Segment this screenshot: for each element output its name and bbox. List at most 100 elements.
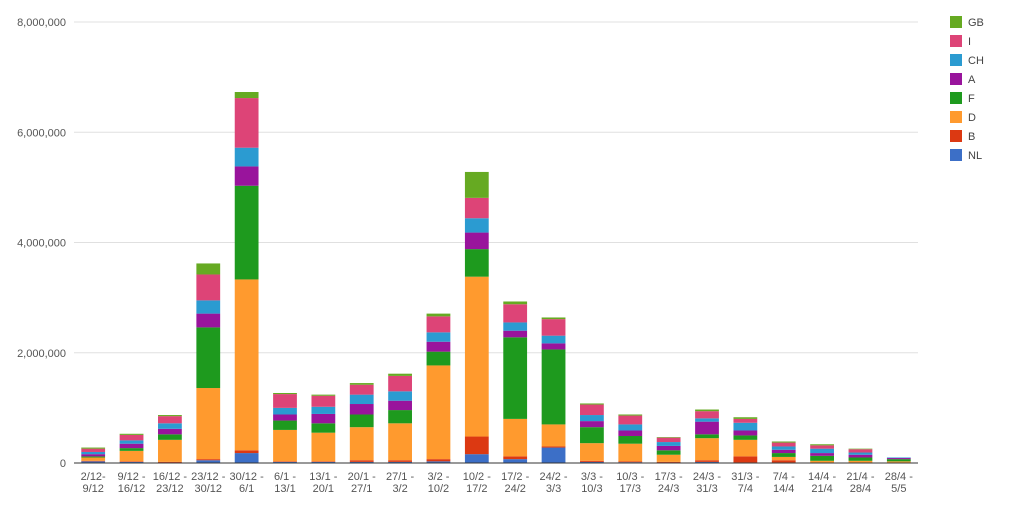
bar-segment-gb (158, 415, 182, 417)
bar-segment-gb (656, 437, 681, 438)
bar-segment-i (273, 394, 297, 408)
bar-segment-nl (119, 461, 144, 463)
x-tick-label: 28/4 -5/5 (885, 471, 913, 495)
bar-segment-a (541, 343, 566, 350)
bar-segment-gb (81, 447, 106, 449)
bar-segment-a (771, 449, 796, 454)
x-tick-label: 9/12 -16/12 (117, 471, 145, 495)
bar-segment-ch (503, 322, 528, 331)
legend-swatch-i (950, 35, 962, 47)
bar-segment-i (618, 415, 643, 425)
bar-segment-ch (733, 422, 758, 431)
legend-swatch-b (950, 130, 962, 142)
bar-segment-i (503, 304, 528, 323)
axes: 0 2,000,000 4,000,000 6,000,000 8,000,000 2/1… (17, 17, 918, 495)
x-tick-label: 7/4 -14/4 (773, 471, 795, 495)
bar-segment-d (771, 456, 796, 461)
bar-segment-nl (196, 460, 221, 463)
x-tick-label: 30/12 -6/1 (230, 471, 265, 495)
bar-segment-b (388, 460, 412, 462)
bar-segment-gb (503, 301, 528, 305)
bar-segment-d (273, 429, 297, 462)
bar-segment-ch (580, 415, 604, 422)
y-tick-label: 4,000,000 (17, 238, 66, 250)
bar-segment-i (81, 448, 106, 452)
bar-segment-f (388, 410, 412, 424)
bar-segment-d (158, 439, 182, 462)
bar-segment-ch (886, 457, 911, 459)
bar-segment-d (656, 454, 681, 462)
bar-segment-gb (695, 409, 719, 412)
bar-segment-b (119, 461, 144, 462)
bar-segment-ch (771, 446, 796, 450)
legend-label-gb: GB (968, 17, 984, 29)
bar-segment-ch (119, 440, 144, 444)
legend-label-b: B (968, 131, 975, 143)
bar-segment-f (349, 414, 374, 428)
bar-segment-nl (311, 461, 336, 463)
bar-segment-gb (848, 448, 873, 450)
bar-segment-f (618, 435, 643, 444)
bar-segment-d (388, 423, 412, 461)
bar-segment-i (388, 375, 412, 392)
bar-segment-f (886, 459, 911, 462)
bar-segment-f (234, 185, 259, 280)
bar-segment-i (311, 395, 336, 407)
bar-segment-b (426, 459, 451, 462)
bar-segment-nl (426, 461, 451, 463)
bar-segment-f (311, 423, 336, 433)
bar-segment-gb (810, 444, 834, 446)
legend-label-f: F (968, 93, 975, 105)
x-tick-label: 31/3 -7/4 (731, 471, 759, 495)
x-tick-label: 2/12-9/12 (81, 471, 106, 495)
bar-segment-gb (618, 414, 643, 416)
bar-segment-b (311, 461, 336, 462)
bar-segment-i (426, 316, 451, 333)
bar-segment-a (464, 232, 489, 250)
bar-segment-ch (464, 218, 489, 233)
bar-segment-gb (196, 263, 221, 275)
x-tick-label: 24/3 -31/3 (693, 471, 721, 495)
bar-segment-a (580, 421, 604, 428)
bar-segment-d (618, 443, 643, 462)
bar-segment-d (886, 461, 911, 463)
bar-segment-b (541, 446, 566, 448)
legend-label-a: A (968, 74, 976, 86)
bar-segment-b (158, 461, 182, 463)
bar-segment-ch (848, 452, 873, 455)
bar-segment-a (656, 445, 681, 451)
bar-segment-ch (541, 335, 566, 344)
legend-label-i: I (968, 36, 971, 48)
x-tick-label: 10/2 -17/2 (463, 471, 491, 495)
bar-segment-i (656, 437, 681, 443)
bar-segment-ch (273, 407, 297, 415)
bar-segment-a (695, 421, 719, 435)
bar-segment-i (349, 384, 374, 395)
bar-segment-b (464, 436, 489, 455)
x-tick-label: 17/2 -24/2 (501, 471, 529, 495)
x-tick-label: 17/3 -24/3 (655, 471, 683, 495)
bar-segment-nl (541, 447, 566, 463)
y-tick-label: 0 (60, 458, 66, 470)
bar-segment-d (810, 460, 834, 463)
bar-segment-f (196, 327, 221, 389)
bar-segment-b (349, 460, 374, 462)
bars (81, 92, 911, 463)
bar-segment-i (810, 445, 834, 449)
bar-segment-ch (695, 418, 719, 422)
legend-label-nl: NL (968, 150, 982, 162)
legend-swatch-nl (950, 149, 962, 161)
bar-segment-gb (273, 392, 297, 395)
x-tick-label: 13/1 -20/1 (309, 471, 337, 495)
bar-segment-d (733, 439, 758, 457)
bar-segment-ch (810, 448, 834, 454)
bar-segment-b (771, 460, 796, 463)
bar-segment-i (234, 98, 259, 148)
x-tick-label: 21/4 -28/4 (846, 471, 874, 495)
x-tick-label: 3/3 -10/3 (581, 471, 603, 495)
bar-segment-ch (388, 391, 412, 401)
bar-segment-b (580, 460, 604, 462)
bar-segment-d (541, 424, 566, 447)
